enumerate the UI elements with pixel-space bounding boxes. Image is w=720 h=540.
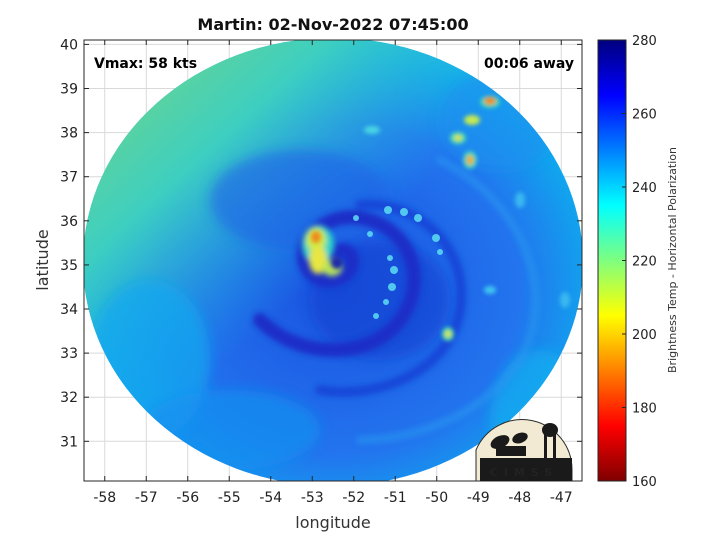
x-tick-label: -47 (550, 490, 573, 506)
colorbar-label: Brightness Temp - Horizontal Polarizatio… (666, 147, 679, 373)
y-axis-label: latitude (33, 229, 52, 290)
y-axis-ticks: 31 32 33 34 35 36 37 38 39 40 (60, 37, 582, 450)
cimss-logo: CIMSS (475, 419, 573, 482)
y-tick-label: 36 (60, 214, 78, 230)
colorbar-gradient (597, 39, 627, 482)
x-tick-label: -51 (384, 490, 407, 506)
x-tick-label: -52 (342, 490, 365, 506)
y-tick-label: 37 (60, 170, 78, 186)
y-tick-label: 35 (60, 258, 78, 274)
x-tick-label: -53 (301, 490, 324, 506)
colorbar-tick-label: 240 (632, 181, 657, 196)
colorbar-tick-label: 260 (632, 108, 657, 123)
x-tick-label: -57 (135, 490, 158, 506)
axes-frame (83, 39, 583, 482)
x-axis-label: longitude (295, 513, 370, 532)
colorbar-tick-label: 160 (632, 475, 657, 490)
y-tick-label: 34 (60, 302, 78, 318)
x-tick-label: -55 (218, 490, 241, 506)
colorbar-ticks: 160 180 200 220 240 260 280 (622, 34, 657, 490)
colorbar-tick-label: 220 (632, 255, 657, 270)
x-tick-label: -58 (93, 490, 116, 506)
y-tick-label: 32 (60, 390, 78, 406)
microwave-swath (84, 40, 582, 481)
plot-area (84, 40, 582, 481)
colorbar-tick-label: 280 (632, 34, 657, 49)
x-tick-label: -56 (176, 490, 199, 506)
x-tick-label: -50 (425, 490, 448, 506)
y-tick-label: 39 (60, 82, 78, 98)
x-tick-label: -54 (259, 490, 282, 506)
colorbar-tick-label: 180 (632, 402, 657, 417)
x-tick-label: -48 (508, 490, 531, 506)
time-offset-annotation: 00:06 away (484, 56, 574, 72)
x-tick-label: -49 (467, 490, 490, 506)
chart-title: Martin: 02-Nov-2022 07:45:00 (197, 15, 468, 34)
y-tick-label: 38 (60, 126, 78, 142)
y-tick-label: 33 (60, 346, 78, 362)
cimss-logo-text: CIMSS (490, 466, 558, 479)
colorbar: 160 180 200 220 240 260 280 Brightness Temp - … (597, 34, 679, 490)
colorbar-tick-label: 200 (632, 328, 657, 343)
vmax-annotation: Vmax: 58 kts (94, 56, 197, 72)
y-tick-label: 31 (60, 434, 78, 450)
y-tick-label: 40 (60, 37, 78, 53)
